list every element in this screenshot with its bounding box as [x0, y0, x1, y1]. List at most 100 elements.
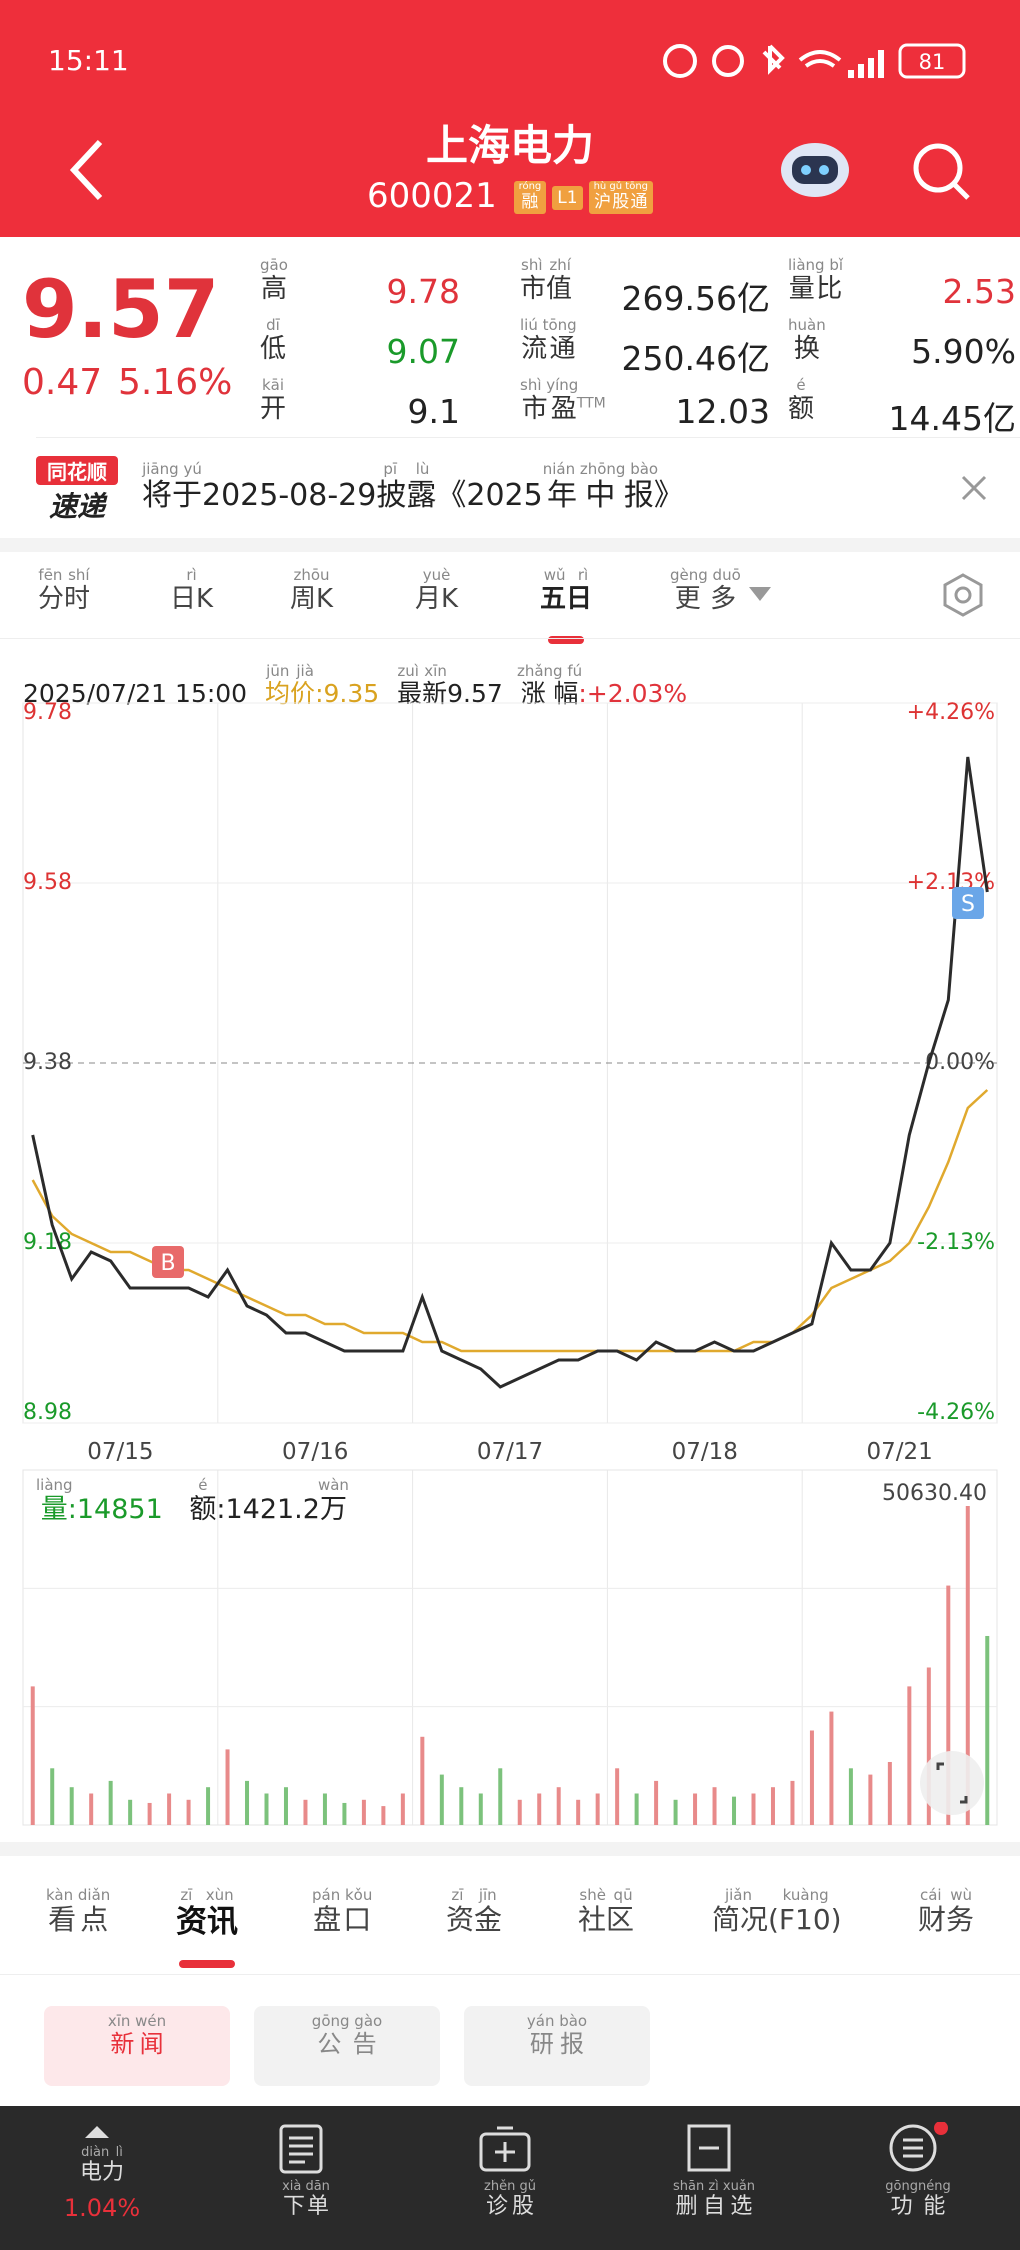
- volume-bar: [829, 1711, 834, 1825]
- header-bar: 15:11 81 上海电力 600021 融róngL1 沪股通hù gǔ tōn…: [0, 0, 1020, 237]
- divider: [36, 437, 1020, 438]
- stat-label-text: 高: [260, 274, 288, 304]
- volume-bar: [673, 1799, 678, 1825]
- volume-bar: [517, 1799, 522, 1825]
- tab-label-text: 公告: [311, 2030, 383, 2058]
- nav-item[interactable]: 删自选shān zì xuǎn: [612, 2106, 816, 2250]
- news-text[interactable]: 将于jiāng yú2025-08-29披露pī lù《2025年中报nián …: [142, 460, 684, 514]
- sub-tab[interactable]: 新闻xīn wén: [44, 2006, 230, 2086]
- info-tab[interactable]: 资金zī jīn: [446, 1886, 503, 1938]
- info-tab[interactable]: 财务cái wù: [918, 1886, 974, 1938]
- stat-label: 市盈shì yíngTTM: [520, 376, 606, 425]
- nav-label: 诊股zhěn gǔ: [408, 2179, 612, 2220]
- stat-label-pinyin: shì yíng: [520, 376, 579, 394]
- volume-frame: [22, 1469, 998, 1826]
- period-tab[interactable]: 更多gèng duō: [670, 566, 771, 615]
- change-pct: 5.16%: [118, 362, 233, 403]
- search-button[interactable]: [910, 140, 974, 204]
- nav-label: 功能gōngnéng: [816, 2179, 1020, 2220]
- settings-button[interactable]: [940, 572, 986, 618]
- sub-tab[interactable]: 研报yán bào: [464, 2006, 650, 2086]
- close-button[interactable]: [960, 474, 988, 502]
- tab-label: 财务cái wù: [918, 1886, 974, 1936]
- trade-marker-label: B: [160, 1251, 175, 1276]
- period-tab[interactable]: 周Kzhōu: [290, 566, 333, 615]
- price: 9.57: [22, 263, 220, 356]
- banner-part-text: 》: [653, 478, 684, 513]
- period-tab[interactable]: 月Kyuè: [415, 566, 459, 615]
- tab-label: 日Krì: [170, 566, 213, 614]
- volume-bar: [459, 1787, 464, 1825]
- nav-label: 电力diàn lì: [0, 2145, 204, 2186]
- badge-text: 融: [518, 192, 542, 212]
- volume-bar: [654, 1780, 659, 1825]
- stock-name: 上海电力: [425, 121, 594, 170]
- banner-part-pinyin: jiāng yú: [142, 460, 202, 478]
- nav-label-text: 功能: [885, 2194, 951, 2219]
- period-tab[interactable]: 日Krì: [170, 566, 213, 615]
- info-tab[interactable]: 社区shè qū: [578, 1886, 634, 1938]
- banner-part-text: 2025-08-29: [202, 478, 377, 513]
- nav-item[interactable]: 功能gōngnéng: [816, 2106, 1020, 2250]
- info-tab[interactable]: 简况(F10)jiǎn kuàng: [712, 1886, 842, 1938]
- battery-level: 81: [919, 50, 946, 74]
- volume-bar: [225, 1749, 230, 1825]
- volume-bar: [751, 1793, 756, 1825]
- series-line: [31, 1089, 989, 1353]
- tab-label-text: 资金: [446, 1903, 503, 1936]
- stat-label: 额é: [788, 376, 814, 425]
- stat: 流通liú tōng 250.46亿: [520, 316, 770, 378]
- fullscreen-button[interactable]: [920, 1751, 984, 1815]
- info-label: 额: [189, 1494, 217, 1525]
- volume-bar: [69, 1787, 74, 1825]
- stat-suffix: TTM: [576, 395, 606, 412]
- assistant-icon[interactable]: [778, 136, 852, 200]
- stat: 量比liàng bǐ 2.53: [788, 256, 1016, 318]
- banner-part-pinyin: pī lù: [376, 460, 437, 478]
- stat-label-text: 市盈: [520, 394, 579, 424]
- y-tick-label: 9.38: [23, 1050, 72, 1075]
- back-button[interactable]: [66, 138, 106, 202]
- tab-label-text: 五日: [540, 584, 593, 614]
- period-tab[interactable]: 分时fēn shí: [38, 566, 90, 615]
- tab-label: 五日wǔ rì: [540, 566, 593, 614]
- banner-part: 《2025: [436, 478, 542, 513]
- volume-bar: [595, 1793, 600, 1825]
- nav-item[interactable]: 下单xià dān: [204, 2106, 408, 2250]
- tab-label-pinyin: zī xùn: [176, 1886, 238, 1904]
- tab-label: 周Kzhōu: [290, 566, 333, 614]
- stat-label: 换huàn: [788, 316, 826, 364]
- badge: L1: [552, 185, 583, 210]
- stat-value: 9.1: [407, 392, 460, 431]
- stat-value: 269.56亿: [621, 279, 770, 318]
- stat-label-pinyin: huàn: [788, 316, 826, 334]
- volume-bar: [342, 1802, 347, 1825]
- stat-label-pinyin: dī: [260, 316, 287, 334]
- price-chart: 9.789.589.389.188.98+4.26%+2.13%0.00%-2.…: [22, 700, 998, 1826]
- stock-code: 600021: [366, 176, 497, 216]
- period-tab[interactable]: 五日wǔ rì: [540, 566, 593, 644]
- logo-top: 同花顺: [36, 456, 118, 485]
- tab-label-pinyin: wǔ rì: [540, 566, 593, 584]
- tab-label-text: 月K: [415, 584, 459, 614]
- stat-value: 12.03: [675, 392, 770, 431]
- stat-label-text: 量比: [788, 274, 844, 304]
- stat-label: 高gāo: [260, 256, 288, 304]
- tab-label-text: 新闻: [107, 2030, 167, 2058]
- stat-label: 流通liú tōng: [520, 316, 577, 364]
- sub-tab[interactable]: 公告gōng gào: [254, 2006, 440, 2086]
- nav-item[interactable]: 电力diàn lì 1.04%: [0, 2106, 204, 2250]
- volume-bar: [303, 1799, 308, 1825]
- info-tab[interactable]: 盘口pán kǒu: [312, 1886, 373, 1938]
- info-tab[interactable]: 资讯zī xùn: [176, 1886, 238, 1968]
- volume-bar: [907, 1686, 912, 1825]
- stat-label: 量比liàng bǐ: [788, 256, 844, 304]
- nav-item[interactable]: 诊股zhěn gǔ: [408, 2106, 612, 2250]
- volume-bar: [770, 1787, 775, 1825]
- info-tab[interactable]: 看点kàn diǎn: [46, 1886, 110, 1938]
- tab-label-text: 研报: [526, 2030, 588, 2058]
- tab-label: 简况(F10)jiǎn kuàng: [712, 1886, 842, 1936]
- nav-icon: [889, 2122, 948, 2172]
- tab-label-text: 盘口: [312, 1903, 373, 1936]
- volume-bar: [206, 1787, 211, 1825]
